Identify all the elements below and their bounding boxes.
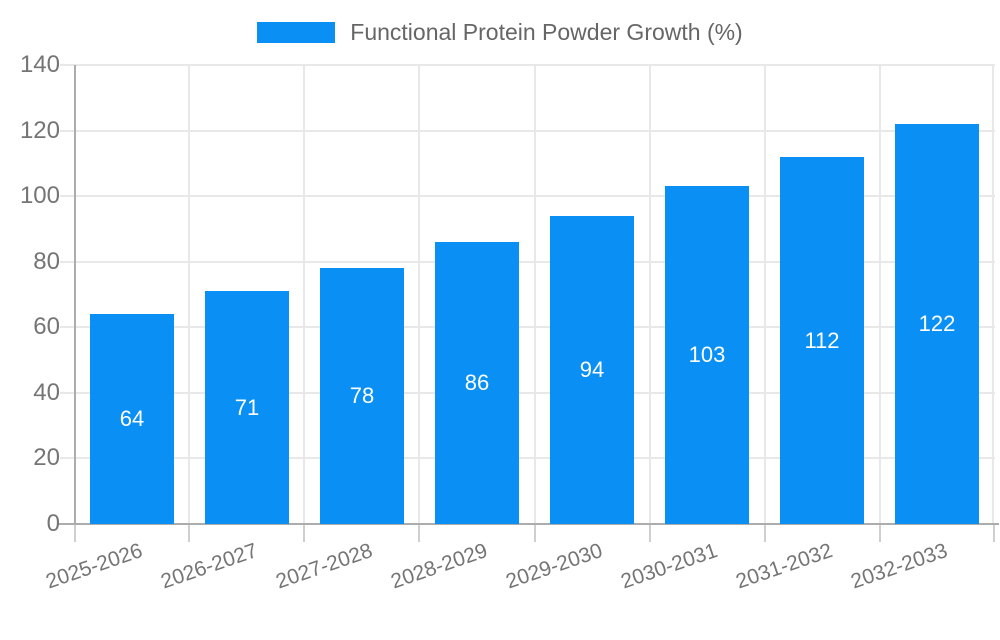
bar[interactable]: 94	[550, 216, 634, 524]
x-tick-mark	[74, 524, 76, 542]
bar-value-label: 78	[349, 383, 375, 408]
bar-value-label: 64	[119, 406, 145, 431]
x-grid-line	[649, 65, 651, 524]
x-tick-mark	[649, 524, 651, 542]
bar-value-label: 94	[579, 357, 605, 382]
x-tick-mark	[764, 524, 766, 542]
legend-swatch	[257, 21, 336, 43]
y-grid-line	[60, 64, 995, 66]
y-axis-tick-label: 60	[33, 313, 60, 340]
x-grid-line	[534, 65, 536, 524]
y-grid-line	[60, 457, 995, 459]
bar-value-label: 71	[234, 394, 260, 420]
bar[interactable]: 112	[780, 157, 864, 524]
x-grid-line	[418, 65, 420, 524]
x-tick-mark	[993, 524, 995, 542]
plot-area: 64 71 78 86 94 103 112 122	[58, 64, 999, 542]
x-tick-mark	[303, 524, 305, 542]
legend-label: Functional Protein Powder Growth (%)	[350, 18, 743, 45]
bar[interactable]: 122	[895, 124, 979, 524]
x-axis-line	[58, 523, 999, 525]
x-tick-mark	[418, 524, 420, 542]
bar[interactable]: 86	[435, 242, 519, 524]
y-axis-tick-label: 40	[33, 379, 60, 406]
bar[interactable]: 103	[665, 186, 749, 524]
bar-value-label: 122	[918, 311, 956, 336]
y-axis-line	[74, 65, 76, 524]
y-axis-tick-label: 140	[19, 51, 60, 78]
y-axis-tick-label: 80	[33, 248, 60, 275]
y-axis-tick-label: 20	[33, 444, 60, 471]
x-tick-mark	[879, 524, 881, 542]
bar[interactable]: 78	[320, 268, 404, 524]
x-grid-line	[764, 65, 766, 524]
y-axis-tick-label: 0	[46, 510, 60, 537]
legend[interactable]: Functional Protein Powder Growth (%)	[0, 19, 1000, 45]
x-grid-line	[879, 65, 881, 524]
bar-chart: Functional Protein Powder Growth (%) 64 7…	[0, 18, 1000, 594]
x-tick-mark	[534, 524, 536, 542]
bar[interactable]: 64	[90, 314, 174, 524]
y-grid-line	[60, 392, 995, 394]
bar-value-label: 86	[464, 370, 490, 395]
y-axis-tick-label: 120	[19, 117, 60, 144]
y-grid-line	[60, 326, 995, 328]
x-grid-line	[303, 65, 305, 524]
y-grid-line	[60, 195, 995, 197]
bar-value-label: 112	[804, 327, 840, 353]
x-tick-mark	[188, 524, 190, 542]
y-grid-line	[60, 130, 995, 132]
x-grid-line	[992, 65, 994, 524]
bar[interactable]: 71	[205, 291, 289, 524]
bar-value-label: 103	[688, 342, 726, 367]
y-axis-tick-label: 100	[19, 182, 60, 209]
y-grid-line	[60, 261, 995, 263]
x-grid-line	[188, 65, 190, 524]
